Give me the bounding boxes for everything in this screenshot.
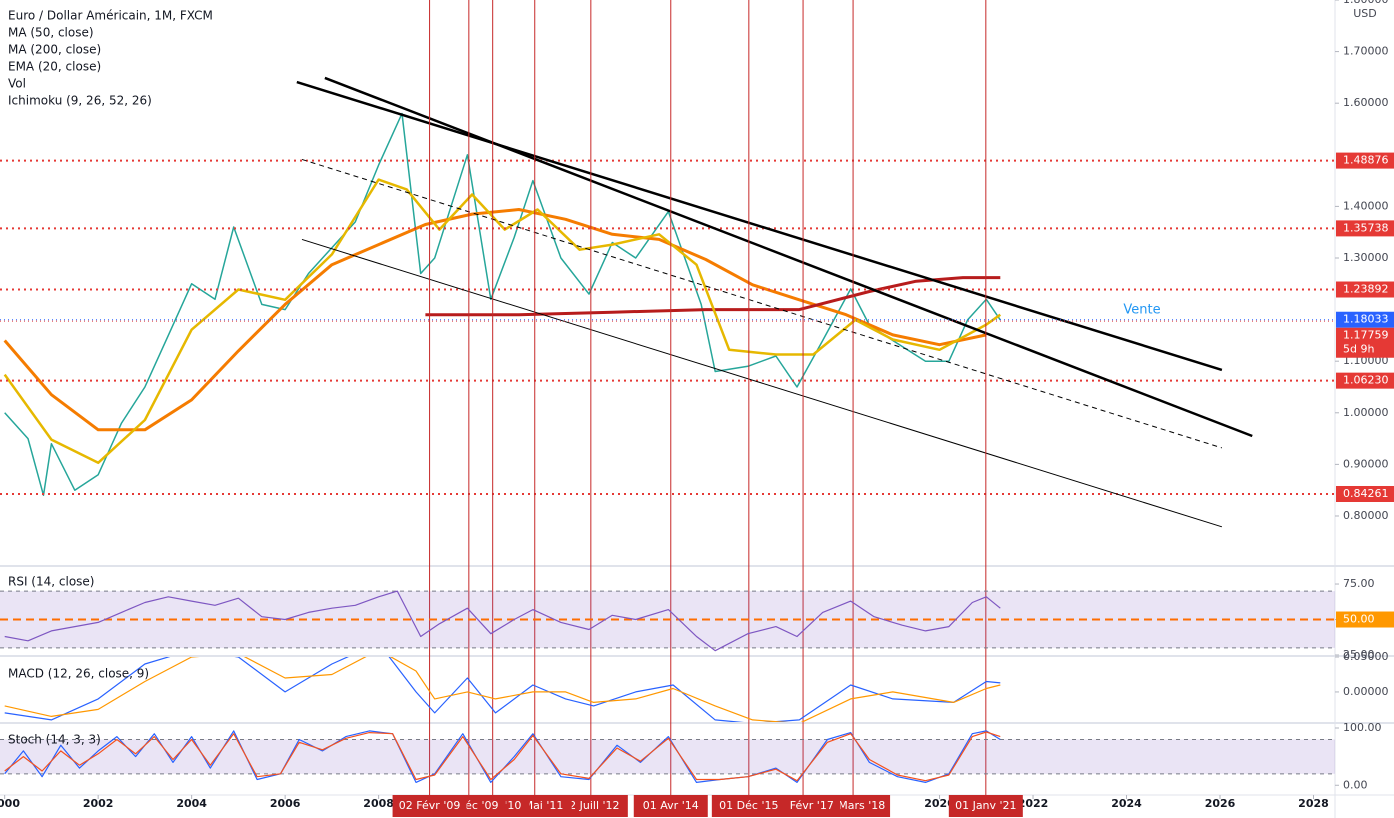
indicator-line bbox=[4, 657, 1001, 722]
level-label: 1.06230 bbox=[1343, 374, 1389, 387]
level-box bbox=[1336, 152, 1394, 169]
indicator-line bbox=[4, 657, 1001, 722]
marker-label: 01 Févr '17 bbox=[772, 799, 834, 812]
x-tick-label: 2002 bbox=[83, 797, 114, 810]
marker-label: 01 Déc '15 bbox=[719, 799, 778, 812]
y-tick-label: 0.00 bbox=[1343, 778, 1368, 791]
y-tick-label: 25.00 bbox=[1343, 648, 1375, 661]
y-tick-label: 1.60000 bbox=[1343, 96, 1389, 109]
marker-box bbox=[948, 795, 1023, 817]
level-label: 1.35738 bbox=[1343, 221, 1389, 234]
marker-box bbox=[392, 795, 467, 817]
marker-box bbox=[711, 795, 786, 817]
y-tick-label: 1.30000 bbox=[1343, 251, 1389, 264]
x-tick-label: 2028 bbox=[1298, 797, 1329, 810]
panel-title: RSI (14, close) bbox=[8, 575, 94, 589]
x-tick-label: 2024 bbox=[1111, 797, 1142, 810]
level-box bbox=[1336, 281, 1394, 298]
x-tick-label: 2006 bbox=[270, 797, 301, 810]
x-tick-label: 2026 bbox=[1205, 797, 1236, 810]
indicator-label: Ichimoku (9, 26, 52, 26) bbox=[8, 94, 152, 108]
chart-title: Euro / Dollar Américain, 1M, FXCM bbox=[8, 9, 213, 23]
price-label-box bbox=[1336, 311, 1394, 328]
y-tick-label: 75.00 bbox=[1343, 577, 1375, 590]
panel-title: Stoch (14, 3, 3) bbox=[8, 733, 101, 747]
y-tick-label: 100.00 bbox=[1343, 721, 1382, 734]
indicator-label: EMA (20, close) bbox=[8, 60, 101, 74]
indicator-label: Vol bbox=[8, 77, 26, 91]
indicator-line bbox=[3, 178, 1002, 465]
marker-label: 02 Févr '09 bbox=[399, 799, 461, 812]
indicator-line bbox=[425, 276, 1001, 317]
x-tick-label: 2008 bbox=[363, 797, 394, 810]
x-tick-label: 2000 bbox=[0, 797, 20, 810]
indicator-label: MA (50, close) bbox=[8, 26, 94, 40]
level-box bbox=[1336, 220, 1394, 237]
price-unit: USD bbox=[1353, 7, 1377, 20]
indicator-line bbox=[3, 208, 987, 432]
indicator-label: MA (200, close) bbox=[8, 43, 101, 57]
y-tick-label: 1.70000 bbox=[1343, 45, 1389, 58]
marker-label: 01 Avr '14 bbox=[643, 799, 699, 812]
y-tick-highlight bbox=[1336, 611, 1394, 628]
level-label: 1.48876 bbox=[1343, 154, 1389, 167]
level-label: 0.84261 bbox=[1343, 487, 1389, 500]
trendline bbox=[324, 76, 1253, 438]
indicator-line bbox=[4, 730, 1001, 783]
y-tick-label: 0.05000 bbox=[1343, 650, 1389, 663]
separator bbox=[0, 655, 1394, 657]
marker-label: 02 Juill '12 bbox=[562, 799, 619, 812]
band bbox=[0, 739, 1335, 774]
separator bbox=[0, 722, 1394, 724]
indicator-line bbox=[4, 731, 1001, 782]
annotation: Vente bbox=[1123, 303, 1160, 318]
price-countdown: 5d 9h bbox=[1343, 343, 1374, 356]
marker-box bbox=[553, 795, 628, 817]
marker-label: 01 Janv '21 bbox=[955, 799, 1016, 812]
y-tick-label: 0.80000 bbox=[1343, 509, 1389, 522]
trendline bbox=[301, 158, 1223, 449]
separator bbox=[0, 565, 1394, 567]
level-box bbox=[1336, 485, 1394, 502]
price-label: 1.18033 bbox=[1343, 313, 1389, 326]
price-label: 1.17759 bbox=[1343, 329, 1389, 342]
y-tick-label: 1.80000 bbox=[1343, 0, 1389, 6]
x-tick-label: 2022 bbox=[1018, 797, 1049, 810]
x-tick-label: 2004 bbox=[176, 797, 207, 810]
indicator-line bbox=[4, 590, 1001, 652]
price-label-box bbox=[1336, 327, 1394, 358]
y-tick-label: 50.00 bbox=[1343, 613, 1375, 626]
y-tick-label: 0.00000 bbox=[1343, 685, 1389, 698]
panel-title: MACD (12, 26, close, 9) bbox=[8, 667, 149, 681]
y-tick-label: 1.00000 bbox=[1343, 406, 1389, 419]
trendline bbox=[301, 238, 1223, 528]
x-tick-label: 2020 bbox=[924, 797, 955, 810]
level-label: 1.23892 bbox=[1343, 283, 1389, 296]
y-tick-label: 0.90000 bbox=[1343, 457, 1389, 470]
trendline bbox=[296, 80, 1223, 372]
y-tick-label: 1.40000 bbox=[1343, 199, 1389, 212]
marker-box bbox=[633, 795, 708, 817]
level-box bbox=[1336, 372, 1394, 389]
